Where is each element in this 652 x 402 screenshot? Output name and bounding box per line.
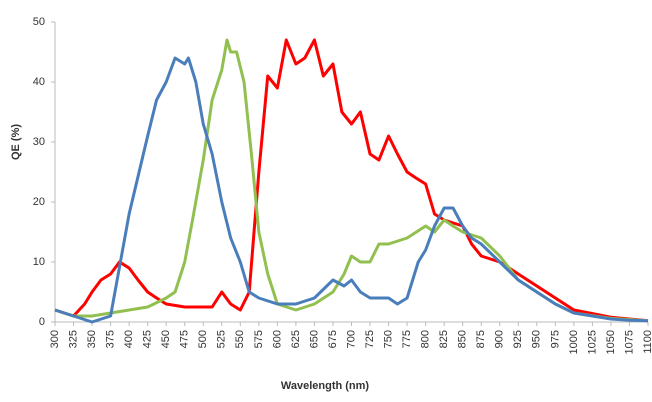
x-tick-label: 450 xyxy=(160,330,172,348)
x-tick-label: 675 xyxy=(327,330,339,348)
x-tick-label: 600 xyxy=(271,330,283,348)
x-tick-label: 900 xyxy=(494,330,506,348)
x-tick-label: 325 xyxy=(67,330,79,348)
y-tick-label: 40 xyxy=(33,76,45,88)
x-tick-label: 1100 xyxy=(642,330,652,354)
x-tick-label: 575 xyxy=(253,330,265,348)
x-tick-label: 850 xyxy=(457,330,469,348)
y-tick-label: 20 xyxy=(33,196,45,208)
x-tick-label: 400 xyxy=(123,330,135,348)
y-tick-label: 50 xyxy=(33,16,45,28)
x-tick-label: 1025 xyxy=(586,330,598,354)
x-tick-label: 775 xyxy=(401,330,413,348)
x-tick-label: 350 xyxy=(86,330,98,348)
x-tick-label: 925 xyxy=(512,330,524,348)
y-tick-label: 0 xyxy=(39,316,45,328)
y-tick-label: 10 xyxy=(33,256,45,268)
x-tick-label: 725 xyxy=(364,330,376,348)
x-axis-title: Wavelength (nm) xyxy=(281,380,370,392)
y-axis-title: QE (%) xyxy=(10,124,22,160)
x-tick-label: 650 xyxy=(308,330,320,348)
x-tick-label: 1000 xyxy=(568,330,580,354)
x-tick-label: 800 xyxy=(420,330,432,348)
x-tick-label: 550 xyxy=(234,330,246,348)
x-tick-label: 525 xyxy=(216,330,228,348)
x-tick-label: 975 xyxy=(549,330,561,348)
x-tick-label: 825 xyxy=(438,330,450,348)
y-tick-label: 30 xyxy=(33,136,45,148)
qe-line xyxy=(54,56,649,324)
x-tick-label: 475 xyxy=(179,330,191,348)
x-tick-label: 500 xyxy=(197,330,209,348)
qe-line xyxy=(54,38,649,323)
x-tick-label: 300 xyxy=(49,330,61,348)
x-tick-label: 625 xyxy=(290,330,302,348)
x-tick-label: 1050 xyxy=(605,330,617,354)
x-tick-label: 700 xyxy=(345,330,357,348)
x-tick-label: 950 xyxy=(531,330,543,348)
x-tick-label: 1075 xyxy=(623,330,635,354)
x-tick-label: 750 xyxy=(382,330,394,348)
x-tick-label: 375 xyxy=(105,330,117,348)
qe-line xyxy=(54,38,649,323)
x-tick-label: 425 xyxy=(142,330,154,348)
x-tick-label: 875 xyxy=(475,330,487,348)
